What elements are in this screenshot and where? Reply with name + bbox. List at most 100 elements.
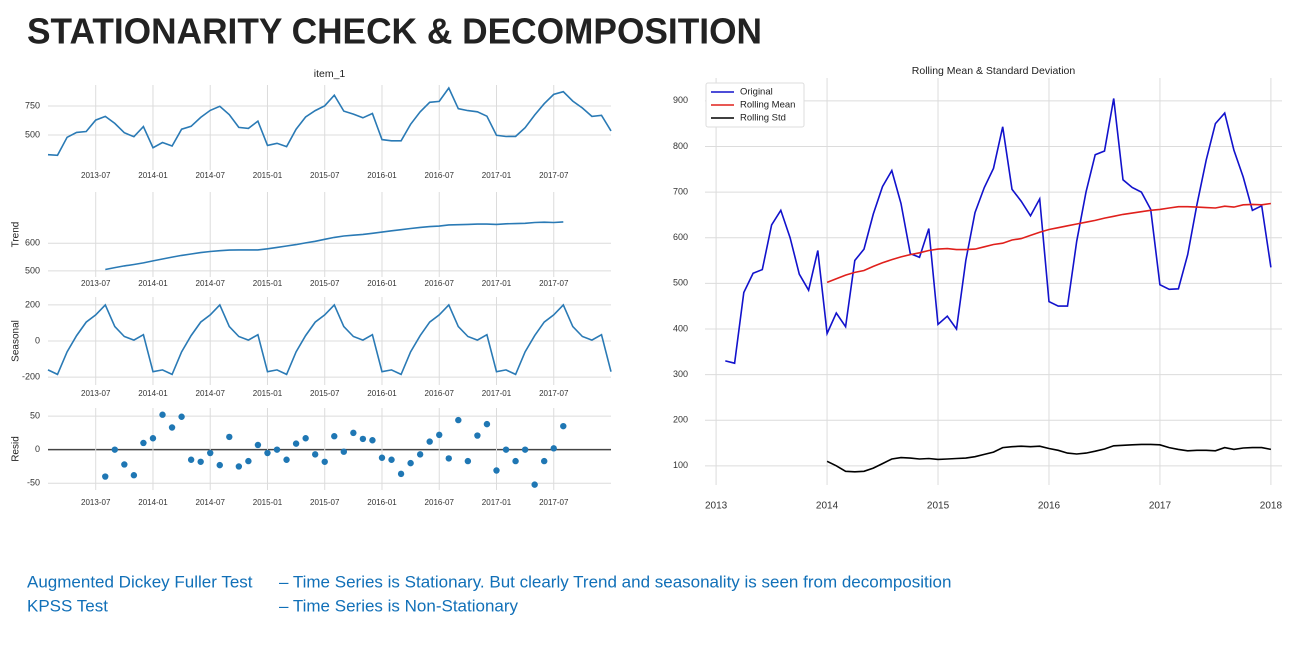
line-series (105, 221, 564, 271)
point (302, 435, 309, 442)
x-tick-label: 2014-07 (196, 279, 226, 288)
y-tick-label: -50 (27, 478, 40, 488)
x-tick-label: 2016-01 (367, 498, 397, 507)
line-series (826, 202, 1272, 284)
chart-title: Rolling Mean & Standard Deviation (912, 65, 1076, 77)
point (493, 467, 500, 474)
slide-title: STATIONARITY CHECK & DECOMPOSITION (27, 11, 762, 52)
x-tick-label: 2015-07 (310, 279, 340, 288)
x-tick-label: 2017-07 (539, 498, 569, 507)
point (311, 451, 319, 458)
point (159, 411, 166, 418)
y-tick-label: 50 (30, 410, 40, 420)
point (426, 438, 433, 445)
point (283, 456, 290, 463)
x-tick-label: 2016-07 (425, 389, 455, 398)
y-tick-label: 0 (35, 444, 40, 454)
point (292, 440, 300, 447)
x-tick-label: 2017-01 (482, 171, 512, 180)
y-tick-label: 300 (673, 369, 688, 379)
x-tick-label: 2015-07 (310, 171, 340, 180)
x-tick-label: 2015-01 (253, 171, 283, 180)
x-tick-label: 2014-07 (196, 171, 226, 180)
point (445, 455, 452, 462)
x-tick-label: 2016-01 (367, 279, 397, 288)
point (359, 435, 367, 443)
note-label: Augmented Dickey Fuller Test (27, 572, 253, 591)
point (560, 422, 567, 430)
x-tick-label: 2016-01 (367, 389, 397, 398)
x-tick-label: 2016-07 (425, 171, 455, 180)
x-tick-label: 2014-01 (138, 389, 168, 398)
x-tick-label: 2013-07 (81, 389, 111, 398)
point (483, 420, 491, 428)
point (397, 470, 405, 478)
x-tick-label: 2015-07 (310, 498, 340, 507)
y-tick-label: 600 (25, 238, 40, 248)
y-tick-label: -200 (22, 371, 40, 381)
y-tick-label: 100 (673, 460, 688, 470)
x-tick-label: 2016-07 (425, 279, 455, 288)
point (121, 461, 128, 468)
y-axis-label: Seasonal (11, 320, 22, 362)
legend-label: Original (740, 87, 773, 98)
point (264, 449, 271, 457)
point (197, 458, 204, 465)
point (369, 437, 376, 444)
point (245, 457, 252, 465)
x-tick-label: 2014-01 (138, 171, 168, 180)
point (331, 433, 338, 440)
x-tick-label: 2014-07 (196, 389, 226, 398)
y-axis-label: Resid (11, 436, 22, 462)
point (521, 446, 529, 453)
y-tick-label: 800 (673, 141, 688, 151)
point (226, 433, 233, 441)
y-tick-label: 500 (25, 265, 40, 275)
x-tick-label: 2013-07 (81, 498, 111, 507)
x-tick-label: 2017 (1149, 501, 1172, 512)
point (350, 429, 357, 437)
point (235, 463, 243, 470)
note-text: – Time Series is Stationary. But clearly… (279, 572, 951, 591)
x-tick-label: 2015 (927, 501, 950, 512)
point (550, 445, 557, 452)
x-tick-label: 2014-07 (196, 498, 226, 507)
x-tick-label: 2013-07 (81, 171, 111, 180)
x-tick-label: 2015-01 (253, 389, 283, 398)
y-tick-label: 750 (25, 100, 40, 110)
point (464, 457, 472, 465)
x-tick-label: 2017-07 (539, 389, 569, 398)
legend-label: Rolling Std (740, 113, 786, 124)
point (207, 449, 214, 457)
point (216, 461, 223, 469)
point (130, 472, 138, 479)
point (388, 456, 395, 463)
x-tick-label: 2017-01 (482, 279, 512, 288)
x-tick-label: 2017-07 (539, 171, 569, 180)
line-series (725, 98, 1272, 365)
point (178, 413, 185, 420)
y-tick-label: 200 (673, 415, 688, 425)
point (321, 458, 328, 465)
legend-box (705, 82, 805, 128)
point (273, 446, 281, 453)
line-series (47, 303, 612, 376)
x-tick-label: 2015-07 (310, 389, 340, 398)
point (541, 457, 548, 465)
point (512, 457, 519, 465)
x-tick-label: 2014 (816, 501, 839, 512)
point (416, 451, 424, 458)
y-tick-label: 600 (673, 232, 688, 242)
y-tick-label: 700 (673, 186, 688, 196)
y-axis-label: Trend (11, 222, 22, 248)
x-tick-label: 2015-01 (253, 498, 283, 507)
x-tick-label: 2013 (705, 501, 728, 512)
x-tick-label: 2016-07 (425, 498, 455, 507)
point (502, 446, 510, 453)
point (149, 435, 157, 442)
x-tick-label: 2017-07 (539, 279, 569, 288)
line-series (826, 443, 1272, 473)
y-tick-label: 500 (25, 129, 40, 139)
